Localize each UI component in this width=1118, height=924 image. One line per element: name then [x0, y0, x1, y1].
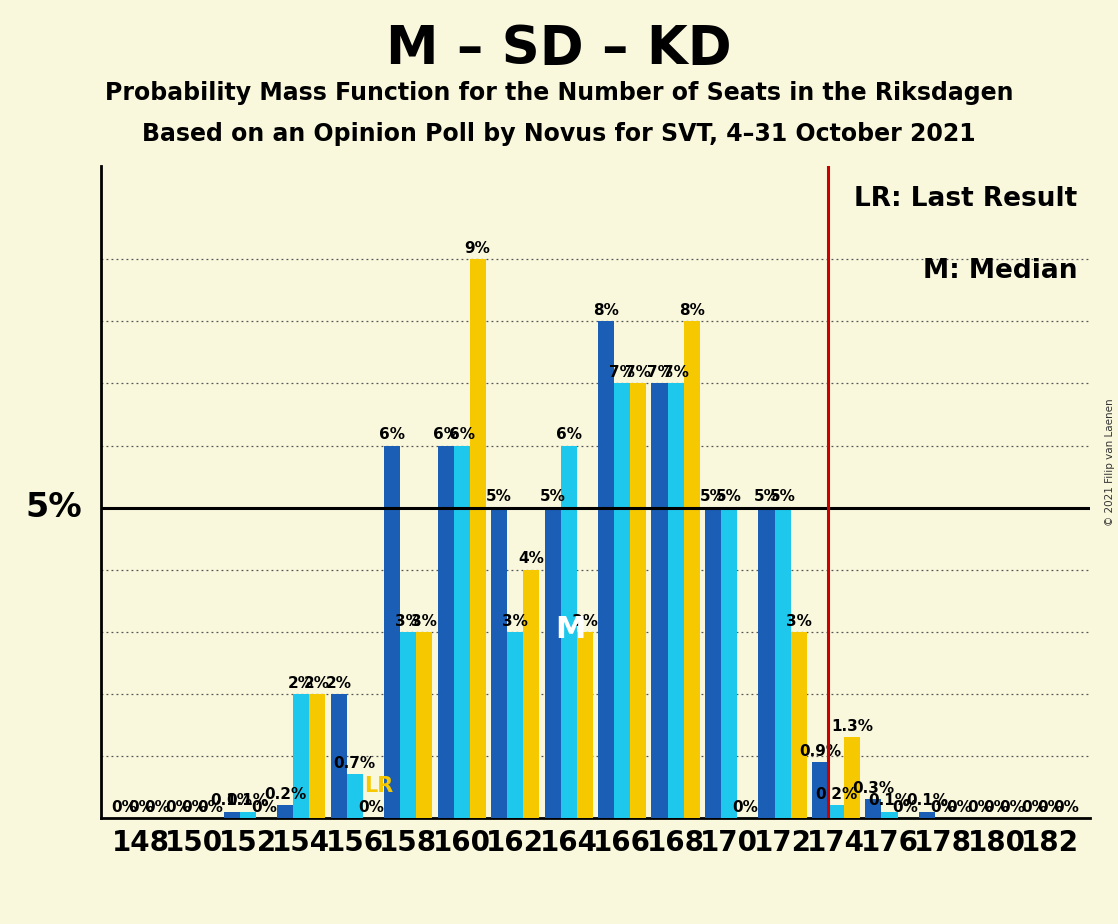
- Bar: [224, 811, 239, 818]
- Text: 0%: 0%: [112, 799, 138, 815]
- Text: 3%: 3%: [395, 614, 421, 628]
- Text: 0%: 0%: [946, 799, 972, 815]
- Text: 0.7%: 0.7%: [333, 756, 376, 772]
- Text: 9%: 9%: [465, 241, 491, 256]
- Text: 2%: 2%: [304, 675, 330, 690]
- Bar: [560, 445, 577, 818]
- Bar: [239, 811, 256, 818]
- Text: 3%: 3%: [502, 614, 528, 628]
- Text: 0.9%: 0.9%: [799, 744, 841, 759]
- Text: 0%: 0%: [197, 799, 224, 815]
- Bar: [385, 445, 400, 818]
- Text: 5%: 5%: [700, 490, 726, 505]
- Text: 7%: 7%: [609, 365, 635, 381]
- Text: 5%: 5%: [769, 490, 796, 505]
- Text: 8%: 8%: [593, 303, 619, 318]
- Text: 0%: 0%: [892, 799, 919, 815]
- Text: 0%: 0%: [165, 799, 191, 815]
- Bar: [881, 811, 898, 818]
- Text: 0.1%: 0.1%: [227, 794, 268, 808]
- Text: 5%: 5%: [540, 490, 566, 505]
- Text: 7%: 7%: [625, 365, 651, 381]
- Bar: [577, 632, 593, 818]
- Bar: [293, 694, 310, 818]
- Bar: [775, 507, 790, 818]
- Text: 0%: 0%: [181, 799, 207, 815]
- Text: 3%: 3%: [411, 614, 437, 628]
- Bar: [454, 445, 470, 818]
- Text: 7%: 7%: [646, 365, 672, 381]
- Text: LR: Last Result: LR: Last Result: [854, 186, 1077, 212]
- Text: 0%: 0%: [358, 799, 383, 815]
- Text: 6%: 6%: [379, 428, 405, 443]
- Bar: [508, 632, 523, 818]
- Text: LR: LR: [364, 776, 394, 796]
- Bar: [812, 762, 828, 818]
- Bar: [437, 445, 454, 818]
- Text: 0.3%: 0.3%: [852, 781, 894, 796]
- Text: 3%: 3%: [786, 614, 812, 628]
- Text: 0%: 0%: [1038, 799, 1063, 815]
- Text: 0.1%: 0.1%: [869, 794, 910, 808]
- Bar: [310, 694, 325, 818]
- Bar: [614, 383, 631, 818]
- Text: M: M: [555, 615, 586, 644]
- Text: 0%: 0%: [250, 799, 276, 815]
- Text: 5%: 5%: [717, 490, 742, 505]
- Text: 5%: 5%: [486, 490, 512, 505]
- Bar: [470, 260, 485, 818]
- Text: M: Median: M: Median: [922, 258, 1077, 284]
- Text: 6%: 6%: [448, 428, 475, 443]
- Bar: [919, 811, 935, 818]
- Bar: [277, 806, 293, 818]
- Text: 0.1%: 0.1%: [210, 794, 253, 808]
- Text: 0%: 0%: [1053, 799, 1079, 815]
- Bar: [790, 632, 806, 818]
- Text: 0%: 0%: [1021, 799, 1046, 815]
- Text: 6%: 6%: [556, 428, 581, 443]
- Text: 0%: 0%: [967, 799, 994, 815]
- Text: 6%: 6%: [433, 428, 458, 443]
- Bar: [652, 383, 667, 818]
- Text: 2%: 2%: [288, 675, 314, 690]
- Text: 0%: 0%: [930, 799, 956, 815]
- Bar: [347, 774, 362, 818]
- Bar: [523, 569, 539, 818]
- Text: 1.3%: 1.3%: [831, 719, 873, 734]
- Text: 0%: 0%: [732, 799, 758, 815]
- Text: 7%: 7%: [663, 365, 689, 381]
- Bar: [705, 507, 721, 818]
- Bar: [844, 737, 860, 818]
- Text: M – SD – KD: M – SD – KD: [386, 23, 732, 75]
- Text: 8%: 8%: [679, 303, 704, 318]
- Text: 0%: 0%: [144, 799, 170, 815]
- Text: Based on an Opinion Poll by Novus for SVT, 4–31 October 2021: Based on an Opinion Poll by Novus for SV…: [142, 122, 976, 146]
- Bar: [598, 322, 614, 818]
- Text: 0%: 0%: [984, 799, 1010, 815]
- Text: 2%: 2%: [325, 675, 352, 690]
- Text: Probability Mass Function for the Number of Seats in the Riksdagen: Probability Mass Function for the Number…: [105, 81, 1013, 105]
- Bar: [865, 799, 881, 818]
- Bar: [400, 632, 416, 818]
- Text: 0%: 0%: [999, 799, 1025, 815]
- Bar: [631, 383, 646, 818]
- Bar: [491, 507, 508, 818]
- Bar: [667, 383, 683, 818]
- Text: 5%: 5%: [26, 491, 82, 524]
- Bar: [544, 507, 560, 818]
- Text: 0.1%: 0.1%: [906, 794, 948, 808]
- Text: 0%: 0%: [127, 799, 153, 815]
- Text: © 2021 Filip van Laenen: © 2021 Filip van Laenen: [1105, 398, 1115, 526]
- Bar: [758, 507, 775, 818]
- Text: 5%: 5%: [754, 490, 779, 505]
- Text: 0.2%: 0.2%: [264, 787, 306, 802]
- Bar: [828, 806, 844, 818]
- Bar: [683, 322, 700, 818]
- Bar: [416, 632, 433, 818]
- Text: 4%: 4%: [519, 552, 544, 566]
- Bar: [331, 694, 347, 818]
- Text: 3%: 3%: [571, 614, 598, 628]
- Text: 0.2%: 0.2%: [815, 787, 858, 802]
- Bar: [721, 507, 737, 818]
